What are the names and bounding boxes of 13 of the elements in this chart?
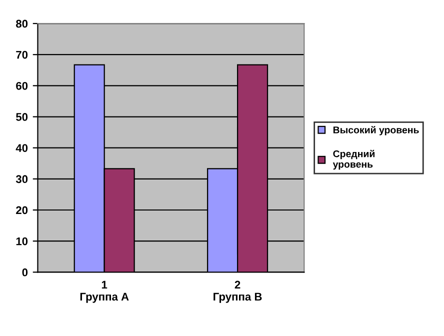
y-tick-label: 70 — [16, 50, 28, 59]
x-tick-label: 1 Группа А — [80, 280, 129, 303]
legend-label: Средний уровень — [332, 150, 374, 170]
y-tick-label: 10 — [16, 237, 28, 246]
legend-label: Высокий уровень — [333, 126, 419, 136]
y-tick-label: 0 — [22, 268, 28, 276]
y-tick-label: 20 — [16, 206, 28, 214]
y-tick-label: 80 — [16, 20, 28, 28]
x-tick-label: 2 Группа В — [214, 280, 262, 303]
y-tick-label: 50 — [16, 113, 28, 121]
y-tick-label: 60 — [16, 82, 28, 90]
y-tick-label: 30 — [16, 175, 28, 184]
y-tick-label: 40 — [16, 144, 28, 152]
